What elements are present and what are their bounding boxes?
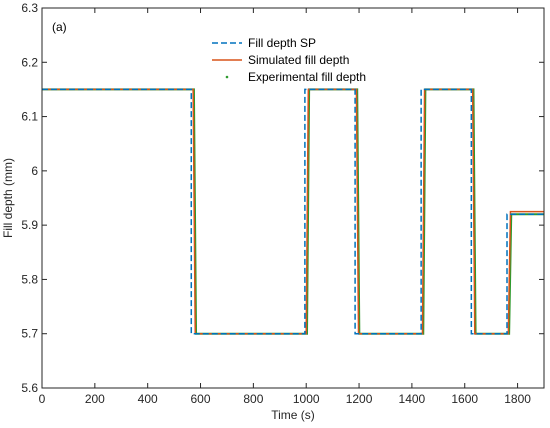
legend-label-simulated: Simulated fill depth: [248, 53, 349, 67]
plot-frame: [41, 7, 545, 389]
x-tick-label: 1000: [293, 392, 320, 406]
y-tick-label: 6.3: [21, 1, 38, 15]
y-axis-ticks: 5.6 5.7 5.8 5.9 6 6.1 6.2 6.3: [21, 1, 544, 395]
x-axis-label: Time (s): [271, 408, 315, 422]
x-tick-label: 800: [243, 392, 263, 406]
y-axis-label: Fill depth (mm): [1, 158, 15, 238]
y-tick-label: 5.8: [21, 272, 38, 286]
x-tick-label: 1200: [346, 392, 373, 406]
y-tick-label: 5.9: [21, 218, 38, 232]
x-tick-label: 1400: [399, 392, 426, 406]
panel-label: (a): [52, 20, 67, 34]
x-tick-label: 0: [39, 392, 46, 406]
x-tick-label: 200: [85, 392, 105, 406]
legend-label-sp: Fill depth SP: [248, 36, 316, 50]
x-tick-label: 1600: [451, 392, 478, 406]
series-layer: [42, 88, 544, 335]
y-tick-label: 5.7: [21, 327, 38, 341]
legend-label-experimental: Experimental fill depth: [248, 70, 366, 84]
x-tick-label: 600: [191, 392, 211, 406]
y-tick-label: 6.1: [21, 110, 38, 124]
y-tick-label: 6: [31, 164, 38, 178]
y-tick-label: 5.6: [21, 381, 38, 395]
x-tick-label: 400: [138, 392, 158, 406]
x-tick-label: 1800: [504, 392, 531, 406]
legend: Fill depth SP Simulated fill depth Exper…: [206, 34, 394, 86]
x-axis-ticks: 0 200 400 600 800 1000 1200 1400 1600 1800: [39, 8, 531, 406]
legend-swatch-experimental: [225, 75, 229, 79]
y-tick-label: 6.2: [21, 55, 38, 69]
